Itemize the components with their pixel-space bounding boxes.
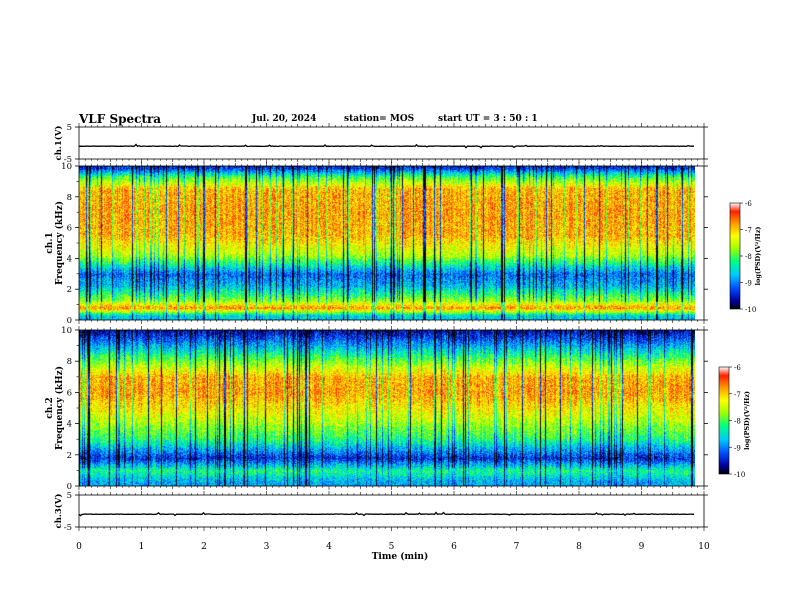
date-label: Jul. 20, 2024 (252, 114, 317, 124)
wave1-ytick-label-0: 5 (67, 123, 72, 133)
wave3-frame (78, 494, 705, 528)
spec1-ytick-label-4: 8 (67, 193, 72, 203)
spec2-ylabel-channel: ch.2 (45, 397, 55, 418)
spec1-ytick-label-1: 2 (67, 285, 72, 295)
spec2-colorbar (718, 366, 730, 475)
spec2-heatmap-image (79, 330, 695, 486)
spec1-heatmap-image (79, 166, 695, 320)
xaxis-label: Time (min) (372, 551, 429, 562)
xtick-label-5: 5 (389, 542, 395, 552)
wave1-ylabel: ch.1(V) (53, 126, 64, 161)
spec1-ytick-label-2: 4 (67, 254, 72, 264)
spec2-colorbar-tick-label-0: -6 (734, 364, 741, 372)
xtick-label-4: 4 (326, 542, 332, 552)
wave3-ytick-label-1: -5 (64, 523, 72, 533)
wave1-waveform-line (78, 143, 695, 149)
spec1-ylabel-frequency: Frequency (kHz) (54, 201, 65, 285)
spec2-ytick-label-5: 10 (61, 326, 72, 336)
xtick-label-2: 2 (201, 542, 207, 552)
spec2-ytick-label-4: 8 (67, 357, 72, 367)
spec2-colorbar-tick-label-1: -7 (734, 391, 741, 399)
spec2-colorbar-tick-label-4: -10 (734, 471, 745, 479)
spec2-colorbar-label: log(PSD)(V²/Hz) (743, 391, 751, 450)
wave3-ylabel: ch.3(V) (53, 494, 64, 529)
figure-title: VLF Spectra (79, 112, 162, 126)
wave1-frame (78, 126, 705, 160)
xtick-label-9: 9 (639, 542, 645, 552)
spec1-colorbar-tick-label-3: -9 (745, 280, 752, 288)
xtick-label-1: 1 (139, 542, 145, 552)
start-time-label: start UT = 3 : 50 : 1 (438, 114, 538, 124)
xtick-label-3: 3 (264, 542, 270, 552)
spec2-ytick-label-1: 2 (67, 451, 72, 461)
xtick-label-7: 7 (514, 542, 520, 552)
spec1-ytick-label-0: 0 (67, 316, 72, 326)
spec1-colorbar (729, 202, 741, 310)
xtick-label-10: 10 (698, 542, 710, 552)
spec2-ytick-label-0: 0 (67, 482, 72, 492)
spec2-colorbar-tick-label-2: -8 (734, 418, 741, 426)
spec2-ylabel-frequency: Frequency (kHz) (54, 366, 65, 450)
spec1-colorbar-tick-label-1: -7 (745, 227, 752, 235)
station-label: station= MOS (344, 114, 415, 124)
spec1-colorbar-tick-label-2: -8 (745, 253, 752, 261)
xtick-label-8: 8 (576, 542, 582, 552)
spec1-ytick-label-5: 10 (61, 162, 72, 172)
spec2-colorbar-tick-label-3: -9 (734, 444, 741, 452)
spec2-ytick-label-3: 6 (67, 388, 72, 398)
spec1-colorbar-tick-label-4: -10 (745, 306, 756, 314)
xtick-label-0: 0 (76, 542, 82, 552)
xtick-label-6: 6 (451, 542, 457, 552)
wave1-ytick-label-1: -5 (64, 155, 72, 165)
spec2-ytick-label-2: 4 (67, 420, 72, 430)
spec1-colorbar-tick-label-0: -6 (745, 200, 752, 208)
spec1-ytick-label-3: 6 (67, 224, 72, 234)
wave3-waveform-line (78, 511, 694, 517)
spec1-ylabel-channel: ch.1 (45, 232, 55, 253)
wave3-ytick-label-0: 5 (67, 491, 72, 501)
spec1-colorbar-label: log(PSD)(V²/Hz) (754, 227, 762, 286)
